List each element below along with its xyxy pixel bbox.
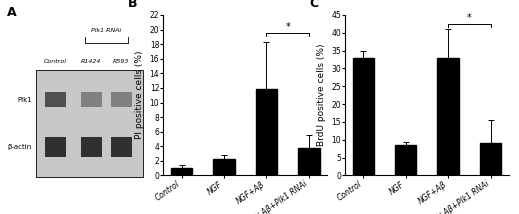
Text: *: * bbox=[285, 22, 290, 32]
Bar bbox=[45, 137, 66, 157]
Bar bbox=[298, 148, 320, 175]
Bar bbox=[438, 58, 459, 175]
Y-axis label: BrdU positive cells (%): BrdU positive cells (%) bbox=[317, 44, 325, 146]
Bar bbox=[81, 137, 102, 157]
Text: B: B bbox=[128, 0, 137, 10]
Bar bbox=[480, 143, 501, 175]
Bar bbox=[111, 137, 132, 157]
Text: *: * bbox=[467, 13, 472, 23]
Text: R1424: R1424 bbox=[81, 59, 102, 64]
Text: Plk1 RNAi: Plk1 RNAi bbox=[91, 28, 121, 33]
Bar bbox=[36, 70, 143, 177]
Text: Plk1: Plk1 bbox=[17, 97, 32, 103]
Bar bbox=[213, 159, 235, 175]
Bar bbox=[81, 92, 102, 107]
Text: Control: Control bbox=[44, 59, 66, 64]
Text: C: C bbox=[309, 0, 318, 10]
Bar bbox=[111, 92, 132, 107]
Y-axis label: PI positive cells (%): PI positive cells (%) bbox=[135, 51, 144, 140]
Bar bbox=[395, 145, 416, 175]
Text: β-actin: β-actin bbox=[8, 144, 32, 150]
Bar bbox=[45, 92, 66, 107]
Bar bbox=[171, 168, 192, 175]
Text: R593: R593 bbox=[113, 59, 129, 64]
Bar bbox=[352, 58, 374, 175]
Text: A: A bbox=[7, 6, 16, 19]
Bar bbox=[256, 89, 277, 175]
